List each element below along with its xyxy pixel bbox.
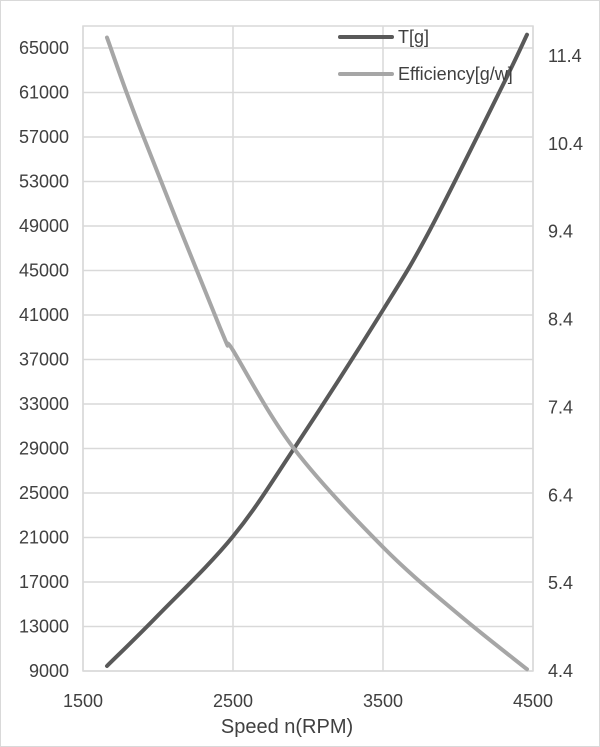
y-tick-label: 53000 bbox=[19, 172, 69, 192]
y2-tick-label: 4.4 bbox=[548, 661, 573, 681]
y2-tick-label: 7.4 bbox=[548, 397, 573, 417]
y2-tick-label: 6.4 bbox=[548, 485, 573, 505]
y2-tick-label: 8.4 bbox=[548, 310, 573, 330]
x-tick-label: 2500 bbox=[213, 691, 253, 711]
y-tick-label: 9000 bbox=[29, 661, 69, 681]
y-tick-label: 21000 bbox=[19, 528, 69, 548]
y-tick-label: 61000 bbox=[19, 83, 69, 103]
y-tick-label: 29000 bbox=[19, 439, 69, 459]
x-tick-label: 1500 bbox=[63, 691, 103, 711]
y-tick-label: 65000 bbox=[19, 38, 69, 58]
y-tick-label: 13000 bbox=[19, 617, 69, 637]
y-tick-label: 33000 bbox=[19, 394, 69, 414]
y2-tick-label: 9.4 bbox=[548, 222, 573, 242]
y-tick-label: 49000 bbox=[19, 216, 69, 236]
y-tick-label: 25000 bbox=[19, 483, 69, 503]
x-tick-label: 3500 bbox=[363, 691, 403, 711]
y2-tick-label: 10.4 bbox=[548, 134, 583, 154]
legend-label-thrust: T[g] bbox=[398, 27, 429, 47]
y-tick-label: 37000 bbox=[19, 350, 69, 370]
series-line-thrust bbox=[105, 32, 529, 668]
y2-tick-label: 11.4 bbox=[548, 46, 582, 66]
plot-area bbox=[82, 25, 534, 672]
x-tick-label: 4500 bbox=[513, 691, 553, 711]
y-tick-label: 17000 bbox=[19, 572, 69, 592]
y2-tick-label: 5.4 bbox=[548, 573, 573, 593]
y-tick-label: 45000 bbox=[19, 261, 69, 281]
x-axis-title: Speed n(RPM) bbox=[221, 716, 353, 738]
legend-label-efficiency: Efficiency[g/w] bbox=[398, 64, 513, 84]
series-line-efficiency bbox=[105, 35, 529, 672]
y-tick-label: 57000 bbox=[19, 127, 69, 147]
y-tick-label: 41000 bbox=[19, 305, 69, 325]
